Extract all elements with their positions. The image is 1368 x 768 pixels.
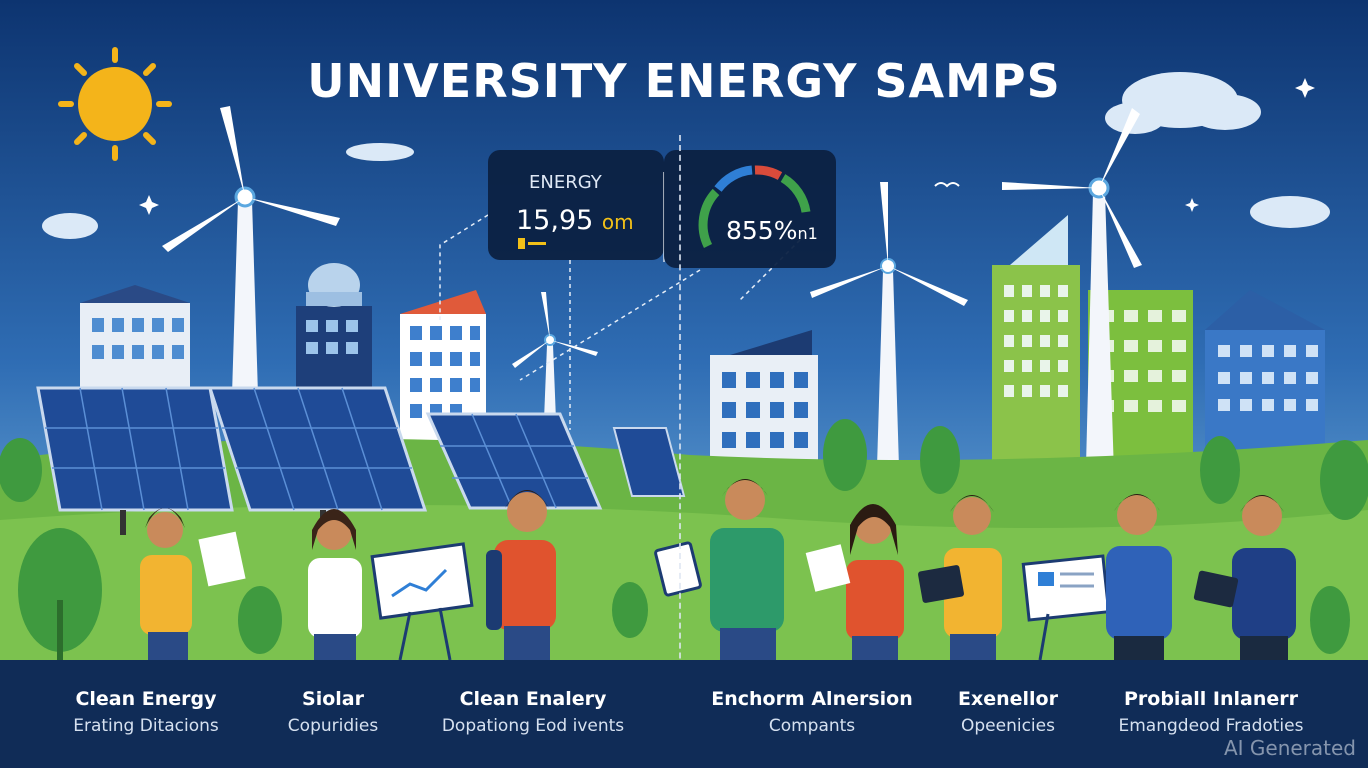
caption-bar: Clean Energy Erating Ditacions Siolar Co… [0, 660, 1368, 768]
caption-item: Probiall Inlanerr Emangdeod Fradoties [1096, 688, 1326, 736]
caption-subtitle: Copuridies [287, 716, 379, 736]
wind-turbine-icon [810, 182, 968, 500]
section-divider [679, 135, 681, 768]
sun-icon [58, 47, 172, 161]
student-figure [1106, 494, 1172, 660]
wind-turbine-icon [1002, 108, 1142, 505]
energy-card-value: 15,95 om [516, 205, 634, 236]
caption-title: Clean Energy [75, 688, 217, 710]
energy-unit: om [601, 210, 634, 234]
caption-title: Enchorm Alnersion [711, 688, 913, 710]
caption-title: Exenellor [958, 688, 1058, 710]
student-figure [308, 509, 362, 660]
chart-easel-icon [370, 542, 474, 661]
chart-easel-icon [1021, 554, 1111, 661]
gauge-value: 855%n1 [726, 216, 818, 245]
caption-subtitle: Emangdeod Fradoties [1118, 716, 1304, 736]
student-figure [918, 495, 1002, 660]
gauge-card [664, 150, 836, 268]
student-figure [805, 504, 904, 660]
caption-item: Enchorm Alnersion Compants [697, 688, 927, 736]
gauge-percent: 855% [726, 216, 798, 245]
caption-item: Clean Energy Erating Ditacions [31, 688, 261, 736]
caption-title: Probiall Inlanerr [1123, 688, 1298, 710]
student-figure [1193, 495, 1296, 660]
wind-turbine-icon [162, 106, 340, 395]
caption-item: Clean Enalery Dopationg Eod ivents [418, 688, 648, 736]
caption-item: Siolar Copuridies [218, 688, 448, 736]
page-title: UNIVERSITY ENERGY SAMPS [307, 54, 1061, 108]
tree-icon [0, 419, 1368, 660]
energy-card-label: ENERGY [529, 172, 602, 193]
caption-subtitle: Erating Ditacions [73, 716, 219, 736]
student-figure [486, 490, 556, 660]
gauge-suffix: n1 [797, 224, 818, 243]
watermark: AI Generated [1223, 736, 1356, 760]
solar-panel-icon [36, 386, 686, 535]
energy-value: 15,95 [516, 205, 594, 236]
caption-subtitle: Opeenicies [961, 716, 1055, 736]
caption-title: Siolar [302, 688, 364, 710]
student-figure [654, 479, 784, 660]
connector-line [439, 214, 801, 430]
caption-item: Exenellor Opeenicies [893, 688, 1123, 736]
caption-subtitle: Dopationg Eod ivents [441, 716, 625, 736]
building-red-roof [400, 290, 486, 454]
caption-title: Clean Enalery [459, 688, 607, 710]
cloud-icon [42, 72, 1330, 239]
caption-subtitle: Compants [768, 716, 856, 736]
student-figure [140, 508, 246, 660]
sparkle-icon [139, 78, 1315, 215]
bird-icon [934, 182, 960, 188]
